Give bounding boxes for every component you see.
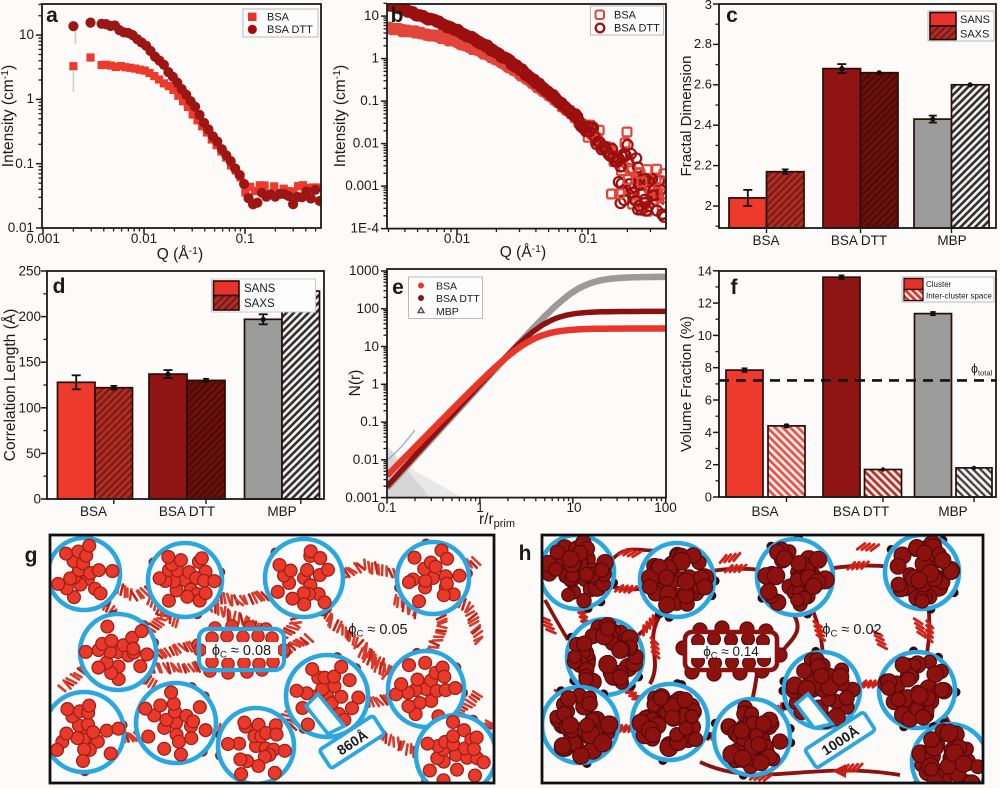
- svg-text:0.01: 0.01: [353, 136, 379, 151]
- svg-text:ϕC ≈ 0.05: ϕC ≈ 0.05: [348, 622, 407, 640]
- svg-text:ϕC ≈ 0.02: ϕC ≈ 0.02: [822, 622, 881, 640]
- svg-text:10: 10: [364, 339, 379, 354]
- svg-text:SAXS: SAXS: [960, 29, 989, 41]
- svg-text:0.1: 0.1: [15, 156, 34, 171]
- svg-text:g: g: [25, 544, 38, 567]
- svg-text:0.01: 0.01: [8, 220, 34, 235]
- svg-text:BSA DTT: BSA DTT: [159, 504, 215, 519]
- svg-text:Volume Fraction (%): Volume Fraction (%): [678, 316, 695, 452]
- svg-text:0.01: 0.01: [131, 231, 157, 246]
- svg-text:0.001: 0.001: [345, 178, 379, 193]
- svg-text:BSA DTT: BSA DTT: [831, 233, 887, 248]
- svg-text:MBP: MBP: [937, 233, 966, 248]
- svg-text:1E-4: 1E-4: [350, 221, 379, 236]
- svg-text:2: 2: [705, 198, 712, 213]
- svg-text:250: 250: [18, 264, 41, 279]
- svg-text:10: 10: [698, 328, 712, 343]
- svg-text:f: f: [731, 276, 739, 299]
- svg-text:2.8: 2.8: [694, 36, 712, 51]
- svg-text:BSA DTT: BSA DTT: [267, 24, 313, 36]
- svg-text:N(r): N(r): [347, 370, 364, 397]
- svg-text:MBP: MBP: [436, 306, 459, 318]
- svg-text:0.1: 0.1: [579, 231, 598, 246]
- svg-text:0.1: 0.1: [360, 93, 379, 108]
- svg-text:c: c: [726, 4, 738, 27]
- svg-text:100: 100: [654, 500, 677, 515]
- svg-text:Intensity (cm-1): Intensity (cm-1): [331, 65, 349, 167]
- svg-text:SANS: SANS: [960, 14, 990, 26]
- svg-text:BSA: BSA: [752, 233, 779, 248]
- svg-text:1: 1: [26, 91, 34, 106]
- svg-text:1: 1: [371, 377, 379, 392]
- svg-text:BSA DTT: BSA DTT: [436, 293, 480, 305]
- svg-text:12: 12: [698, 296, 712, 311]
- svg-text:0: 0: [33, 492, 41, 507]
- svg-text:3: 3: [705, 0, 712, 12]
- svg-text:Intensity (cm-1): Intensity (cm-1): [0, 65, 17, 167]
- svg-text:50: 50: [26, 446, 41, 461]
- svg-text:2: 2: [705, 457, 712, 472]
- svg-text:b: b: [391, 4, 404, 27]
- svg-text:BSA: BSA: [436, 281, 457, 293]
- svg-text:a: a: [46, 4, 58, 27]
- svg-text:BSA: BSA: [80, 504, 107, 519]
- svg-text:Correlation Length (Å): Correlation Length (Å): [2, 309, 19, 462]
- svg-text:1: 1: [476, 500, 484, 515]
- svg-text:MBP: MBP: [938, 504, 967, 519]
- svg-text:0.001: 0.001: [26, 231, 60, 246]
- svg-text:ϕC ≈ 0.08: ϕC ≈ 0.08: [212, 643, 271, 661]
- svg-text:2.2: 2.2: [694, 158, 712, 173]
- svg-text:ϕtotal: ϕtotal: [971, 362, 993, 378]
- svg-text:6: 6: [705, 393, 712, 408]
- svg-text:SANS: SANS: [244, 283, 276, 295]
- svg-text:Cluster: Cluster: [926, 280, 952, 289]
- svg-text:100: 100: [356, 301, 379, 316]
- svg-text:10: 10: [364, 8, 379, 23]
- svg-text:0: 0: [705, 490, 712, 505]
- svg-text:2.4: 2.4: [694, 117, 712, 132]
- svg-text:Inter-cluster space: Inter-cluster space: [926, 292, 992, 301]
- svg-text:14: 14: [698, 263, 712, 278]
- svg-text:BSA DTT: BSA DTT: [833, 504, 889, 519]
- svg-text:Q (Å-1): Q (Å-1): [500, 243, 546, 261]
- svg-text:Fractal Dimension: Fractal Dimension: [678, 56, 695, 177]
- svg-text:0.1: 0.1: [378, 500, 397, 515]
- svg-text:0.01: 0.01: [444, 231, 470, 246]
- svg-text:150: 150: [18, 355, 41, 370]
- svg-text:BSA: BSA: [751, 504, 778, 519]
- svg-text:ϕC ≈ 0.14: ϕC ≈ 0.14: [703, 644, 759, 662]
- svg-text:BSA: BSA: [267, 12, 290, 24]
- svg-text:BSA DTT: BSA DTT: [614, 23, 660, 35]
- svg-text:0.1: 0.1: [236, 231, 255, 246]
- svg-text:e: e: [392, 276, 404, 299]
- svg-text:10: 10: [19, 27, 34, 42]
- svg-text:1000: 1000: [349, 263, 379, 278]
- svg-text:h: h: [519, 542, 532, 565]
- svg-text:0.001: 0.001: [345, 490, 379, 505]
- svg-text:r/rprim: r/rprim: [479, 511, 515, 530]
- svg-text:2.6: 2.6: [694, 77, 712, 92]
- svg-text:Q (Å-1): Q (Å-1): [157, 245, 203, 263]
- svg-text:10: 10: [566, 500, 581, 515]
- svg-text:0.01: 0.01: [353, 452, 379, 467]
- svg-text:d: d: [53, 275, 66, 298]
- svg-text:SAXS: SAXS: [244, 298, 275, 310]
- svg-text:BSA: BSA: [614, 10, 637, 22]
- svg-text:8: 8: [705, 360, 712, 375]
- svg-text:4: 4: [705, 425, 712, 440]
- svg-text:MBP: MBP: [267, 504, 296, 519]
- svg-text:1: 1: [371, 51, 379, 66]
- svg-text:100: 100: [18, 400, 41, 415]
- svg-text:200: 200: [18, 309, 41, 324]
- svg-text:0.1: 0.1: [360, 414, 379, 429]
